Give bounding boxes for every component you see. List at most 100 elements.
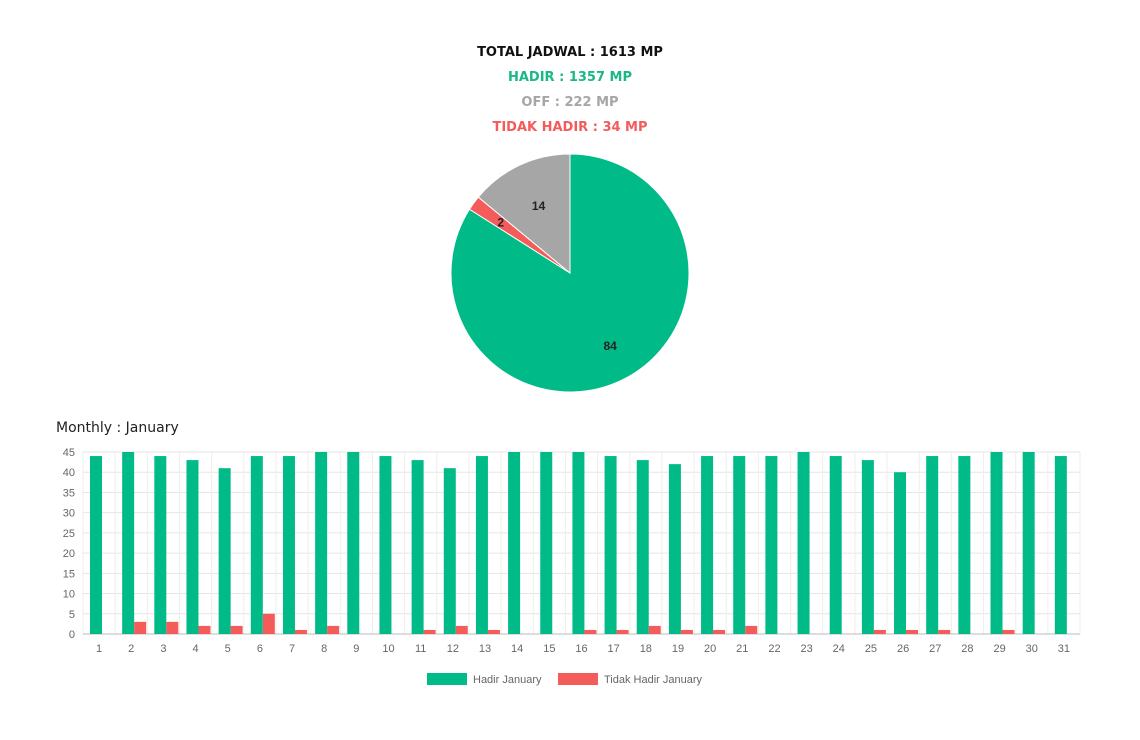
bar-tidak-hadir[interactable] [294,629,307,634]
bar-hadir[interactable] [475,456,488,634]
bar-tidak-hadir[interactable] [648,625,661,634]
monthly-chart-title: Monthly : January [56,420,179,436]
y-tick-label: 15 [63,568,75,580]
hadir-label: HADIR : 1357 MP [507,70,632,85]
legend-label[interactable]: Tidak Hadir January [604,674,703,686]
bar-hadir[interactable] [668,464,681,634]
x-tick-label: 16 [575,643,587,655]
x-tick-label: 4 [193,643,199,655]
bar-tidak-hadir[interactable] [455,625,468,634]
bar-hadir[interactable] [926,456,939,634]
total-jadwal-label: TOTAL JADWAL : 1613 MP [477,45,663,60]
bar-hadir[interactable] [250,456,263,634]
bar-tidak-hadir[interactable] [198,625,211,634]
bar-tidak-hadir[interactable] [938,629,951,634]
bar-hadir[interactable] [894,472,907,634]
bar-tidak-hadir[interactable] [1002,629,1015,634]
legend-swatch[interactable] [427,673,467,685]
x-tick-label: 1 [96,643,102,655]
bar-tidak-hadir[interactable] [616,629,629,634]
bar-hadir[interactable] [90,456,102,634]
bar-hadir[interactable] [508,452,521,634]
x-tick-label: 25 [865,643,877,655]
x-tick-label: 5 [225,643,231,655]
bar-hadir[interactable] [636,460,649,634]
y-tick-label: 40 [63,467,75,479]
bar-tidak-hadir[interactable] [873,629,886,634]
bar-hadir[interactable] [604,456,617,634]
x-tick-label: 11 [415,643,426,655]
y-tick-label: 30 [63,508,75,520]
bar-tidak-hadir[interactable] [166,621,179,634]
x-tick-label: 10 [382,643,394,655]
bar-hadir[interactable] [829,456,842,634]
bar-tidak-hadir[interactable] [584,629,597,634]
y-tick-label: 35 [63,487,75,499]
bar-tidak-hadir[interactable] [745,625,758,634]
bar-hadir[interactable] [861,460,874,634]
x-tick-label: 24 [833,643,845,655]
x-tick-label: 23 [801,643,813,655]
x-tick-label: 21 [736,643,748,655]
bar-tidak-hadir[interactable] [327,625,340,634]
bar-tidak-hadir[interactable] [134,621,147,634]
x-tick-label: 6 [257,643,263,655]
x-tick-label: 22 [768,643,780,655]
bar-hadir[interactable] [733,456,746,634]
bar-hadir[interactable] [540,452,553,634]
bar-hadir[interactable] [572,452,585,634]
bar-tidak-hadir[interactable] [423,629,436,634]
y-tick-label: 25 [63,528,75,540]
bar-hadir[interactable] [186,460,199,634]
bar-hadir[interactable] [958,456,971,634]
y-tick-label: 0 [69,629,75,641]
bar-hadir[interactable] [411,460,424,634]
x-tick-label: 18 [640,643,652,655]
bar-hadir[interactable] [1054,456,1067,634]
x-tick-label: 31 [1058,643,1070,655]
bar-hadir[interactable] [347,452,360,634]
legend-swatch[interactable] [558,673,598,685]
pie-data-label: 2 [497,216,504,230]
x-tick-label: 15 [543,643,555,655]
y-tick-label: 20 [63,548,75,560]
bar-hadir[interactable] [154,456,167,634]
bar-tidak-hadir[interactable] [230,625,243,634]
attendance-pie-chart: 84 2 14 [450,153,690,393]
pie-data-label: 84 [603,339,617,353]
bar-hadir[interactable] [315,452,328,634]
x-tick-label: 27 [929,643,941,655]
x-tick-label: 7 [289,643,295,655]
bar-hadir[interactable] [282,456,295,634]
bar-hadir[interactable] [1022,452,1035,634]
x-tick-label: 19 [672,643,684,655]
bar-hadir[interactable] [797,452,810,634]
tidak-hadir-label: TIDAK HADIR : 34 MP [492,120,648,135]
bar-tidak-hadir[interactable] [487,629,500,634]
bar-tidak-hadir[interactable] [680,629,693,634]
y-tick-label: 10 [63,589,75,601]
x-tick-label: 12 [447,643,459,655]
bar-hadir[interactable] [122,452,135,634]
x-tick-label: 29 [993,643,1005,655]
bar-hadir[interactable] [379,456,392,634]
x-tick-label: 9 [353,643,359,655]
bar-hadir[interactable] [765,456,778,634]
bar-hadir[interactable] [218,468,231,634]
x-tick-label: 17 [608,643,620,655]
pie-data-label: 14 [532,199,546,213]
pie-slice-off[interactable] [477,153,571,275]
y-tick-label: 45 [63,447,75,459]
bar-tidak-hadir[interactable] [713,629,726,634]
bar-tidak-hadir[interactable] [262,613,275,634]
bar-tidak-hadir[interactable] [906,629,919,634]
bar-hadir[interactable] [990,452,1003,634]
bar-hadir[interactable] [701,456,714,634]
bar-hadir[interactable] [443,468,456,634]
x-tick-label: 30 [1026,643,1038,655]
off-label: OFF : 222 MP [521,95,619,110]
y-tick-label: 5 [69,609,75,621]
legend-label[interactable]: Hadir January [473,674,542,686]
x-tick-label: 28 [961,643,973,655]
